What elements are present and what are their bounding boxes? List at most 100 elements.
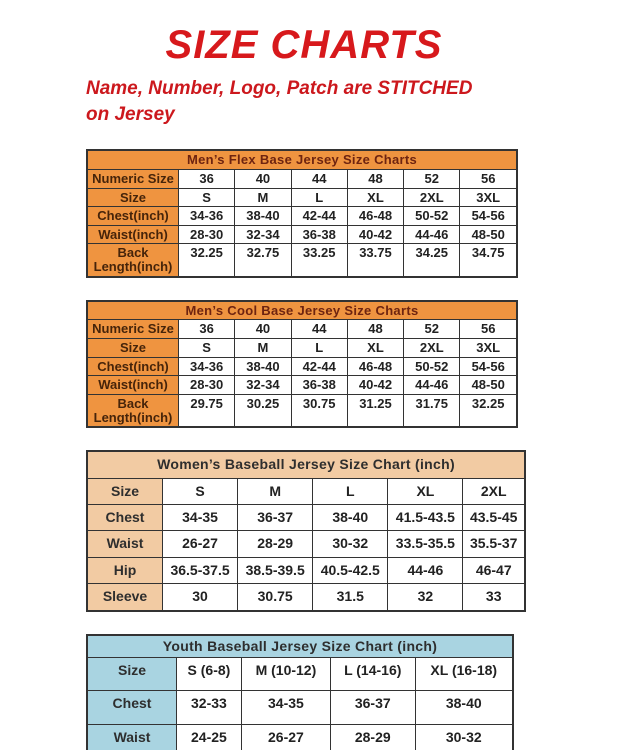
table-row: Waist(inch) 28-30 32-34 36-38 40-42 44-46 48-5… [86, 375, 518, 395]
row-label: Waist(inch) [86, 375, 179, 395]
page-subtitle: Name, Number, Logo, Patch are STITCHED o… [86, 76, 522, 127]
cell-value: 31.75 [403, 393, 461, 428]
womens-size-table: Women’s Baseball Jersey Size Chart (inch… [86, 450, 526, 612]
cell-value: 54-56 [459, 356, 518, 377]
cell-value: 40 [234, 168, 292, 189]
cell-value: 32-34 [234, 375, 292, 395]
table-row: Chest(inch) 34-36 38-40 42-44 46-48 50-52 54-5… [86, 206, 518, 226]
cell-value: 31.25 [346, 393, 405, 428]
cell-value: L (14-16) [329, 656, 416, 692]
table-row: Sleeve 30 30.75 31.5 32 33 [86, 583, 526, 612]
cell-value: 36-38 [290, 375, 348, 395]
cell-value: 34-35 [161, 504, 239, 532]
cell-value: 44-46 [403, 375, 461, 395]
cell-value: 46-48 [346, 356, 405, 377]
cell-value: 50-52 [403, 206, 461, 226]
page-subtitle-line-2: on Jersey [86, 103, 175, 125]
cell-value: 40.5-42.5 [312, 556, 389, 585]
cell-value: 44-46 [403, 224, 461, 245]
cell-value: S (6-8) [176, 656, 242, 692]
table-row: Back Length(inch) 29.75 30.25 30.75 31.25 31.… [86, 393, 518, 428]
cell-value: L [290, 338, 348, 358]
row-label: Chest [86, 690, 177, 725]
cell-value: 48 [346, 168, 405, 189]
cell-value: 36.5-37.5 [161, 556, 239, 585]
cell-value: 36-38 [290, 224, 348, 245]
cell-value: 52 [403, 319, 461, 340]
mens-cool-size-table: Men’s Cool Base Jersey Size Charts Numeri… [86, 299, 518, 429]
mens-flex-size-table: Men’s Flex Base Jersey Size Charts Numeri… [86, 149, 518, 278]
row-label: Waist [86, 723, 177, 750]
table-row: Size S M L XL 2XL [86, 477, 526, 506]
cell-value: 3XL [459, 338, 518, 358]
row-label: Chest(inch) [86, 206, 179, 226]
cell-value: 36 [177, 319, 236, 340]
cell-value: 38-40 [234, 206, 292, 226]
cell-value: 32-33 [176, 690, 242, 725]
cell-value: 42-44 [290, 206, 348, 226]
cell-value: 2XL [403, 187, 461, 208]
table-row: Numeric Size 36 40 44 48 52 56 [86, 168, 518, 189]
cell-value: 56 [459, 319, 518, 340]
cell-value: 30-32 [312, 530, 389, 558]
cell-value: 30-32 [414, 723, 514, 750]
page-subtitle-line-1: Name, Number, Logo, Patch are STITCHED [86, 78, 473, 99]
cell-value: 30.25 [234, 393, 292, 428]
table-title-row: Youth Baseball Jersey Size Chart (inch) [86, 634, 514, 658]
table-row: Back Length(inch) 32.25 32.75 33.25 33.75 34.… [86, 243, 518, 278]
cell-value: 46-48 [346, 206, 405, 226]
row-label: Chest(inch) [86, 356, 179, 377]
table-row: Numeric Size 36 40 44 48 52 56 [86, 319, 518, 340]
cell-value: 35.5-37 [462, 530, 526, 558]
row-label: Back Length(inch) [86, 243, 179, 278]
table-row: Waist 26-27 28-29 30-32 33.5-35.5 35.5-37 [86, 530, 526, 558]
row-label: Numeric Size [86, 168, 179, 189]
cell-value: XL [346, 187, 405, 208]
cell-value: 40 [234, 319, 292, 340]
cell-value: 2XL [462, 477, 526, 506]
row-label: Chest [86, 504, 163, 532]
row-label: Size [86, 338, 179, 358]
row-label: Sleeve [86, 583, 163, 612]
cell-value: 3XL [459, 187, 518, 208]
cell-value: S [177, 187, 236, 208]
table-row: Waist 24-25 26-27 28-29 30-32 [86, 723, 514, 750]
table-title-row: Women’s Baseball Jersey Size Chart (inch… [86, 450, 526, 479]
cell-value: 31.5 [312, 583, 389, 612]
cell-value: 44-46 [387, 556, 464, 585]
cell-value: XL [387, 477, 464, 506]
cell-value: 34.25 [403, 243, 461, 278]
cell-value: 36-37 [237, 504, 314, 532]
table-row: Size S M L XL 2XL 3XL [86, 187, 518, 208]
content-column: SIZE CHARTS Name, Number, Logo, Patch ar… [86, 0, 526, 750]
table-row: Size S M L XL 2XL 3XL [86, 338, 518, 358]
cell-value: 26-27 [240, 723, 331, 750]
table-title: Youth Baseball Jersey Size Chart (inch) [86, 634, 514, 658]
cell-value: 36 [177, 168, 236, 189]
cell-value: 56 [459, 168, 518, 189]
cell-value: 2XL [403, 338, 461, 358]
cell-value: 41.5-43.5 [387, 504, 464, 532]
table-row: Hip 36.5-37.5 38.5-39.5 40.5-42.5 44-46 46-47 [86, 556, 526, 585]
cell-value: 32.25 [459, 393, 518, 428]
cell-value: 38-40 [414, 690, 514, 725]
cell-value: 48 [346, 319, 405, 340]
cell-value: 28-30 [177, 224, 236, 245]
cell-value: 33.75 [346, 243, 405, 278]
cell-value: L [290, 187, 348, 208]
cell-value: 46-47 [462, 556, 526, 585]
row-label: Waist(inch) [86, 224, 179, 245]
cell-value: 42-44 [290, 356, 348, 377]
cell-value: M [234, 338, 292, 358]
table-row: Chest 32-33 34-35 36-37 38-40 [86, 690, 514, 725]
cell-value: 28-29 [237, 530, 314, 558]
table-title: Women’s Baseball Jersey Size Chart (inch… [86, 450, 526, 479]
cell-value: 34.75 [459, 243, 518, 278]
cell-value: 34-35 [240, 690, 331, 725]
row-label: Waist [86, 530, 163, 558]
cell-value: 28-29 [329, 723, 416, 750]
row-label: Numeric Size [86, 319, 179, 340]
row-label: Size [86, 656, 177, 692]
cell-value: 32 [387, 583, 464, 612]
